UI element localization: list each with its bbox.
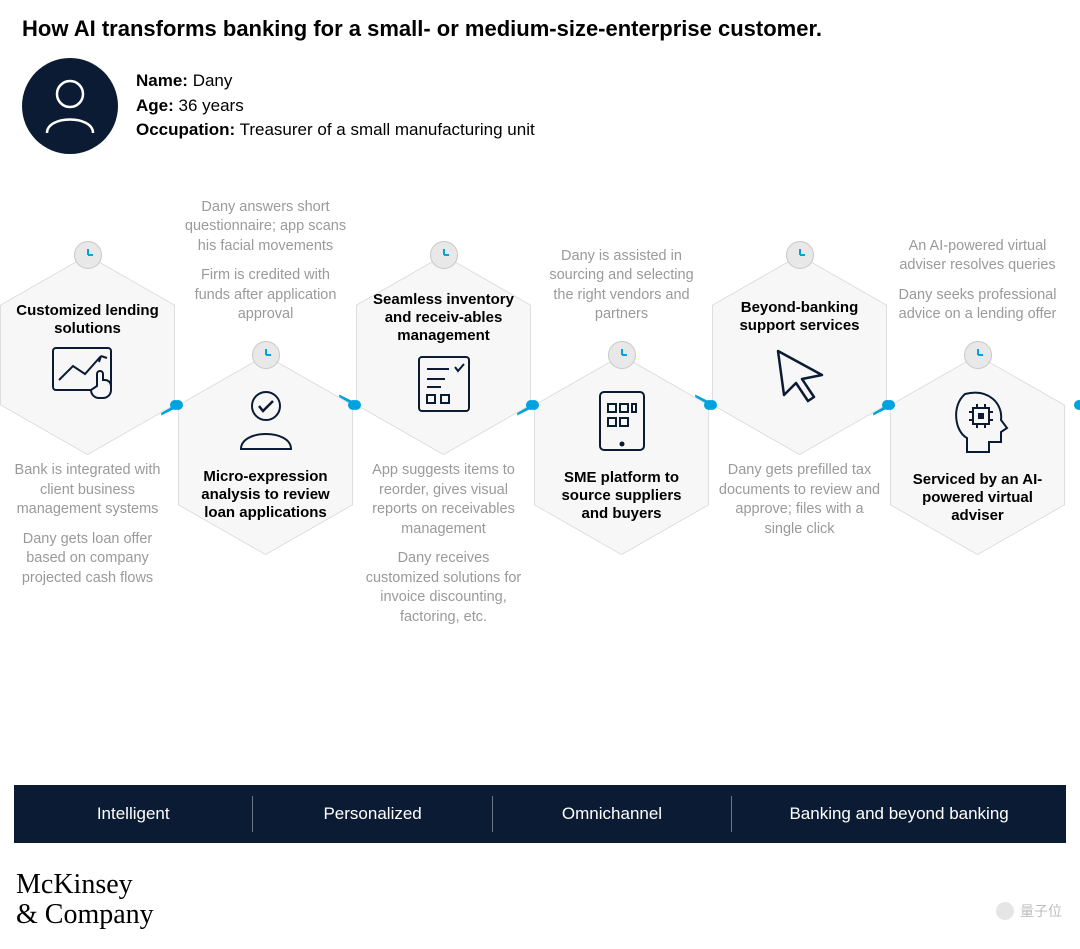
hex-desc: App suggests items to reorder, gives vis… [361, 461, 526, 638]
hex-4: Beyond-banking support services [712, 255, 887, 455]
chart-touch-icon [51, 346, 125, 409]
hex-title: SME platform to source suppliers and buy… [548, 469, 695, 523]
clock-icon [786, 241, 814, 269]
footer-intelligent: Intelligent [14, 804, 252, 824]
hex-1: Micro-expression analysis to review loan… [178, 355, 353, 555]
footer-omnichannel: Omnichannel [493, 804, 731, 824]
hex-desc: Dany gets prefilled tax documents to rev… [717, 461, 882, 549]
hex-title: Customized lending solutions [14, 302, 161, 338]
connector-dot [173, 400, 183, 410]
clock-icon [252, 341, 280, 369]
mckinsey-logo: McKinsey & Company [16, 870, 154, 929]
footer-personalized: Personalized [253, 804, 491, 824]
connector-dot [885, 400, 895, 410]
page-title: How AI transforms banking for a small- o… [0, 0, 1080, 42]
hex-0: Customized lending solutions [0, 255, 175, 455]
hex-title: Seamless inventory and receiv-ables mana… [370, 291, 517, 345]
hex-3: SME platform to source suppliers and buy… [534, 355, 709, 555]
clock-icon [430, 241, 458, 269]
tablet-grid-icon [596, 388, 648, 459]
clock-icon [608, 341, 636, 369]
user-check-icon [235, 389, 297, 458]
hex-desc: An AI-powered virtual adviser resolves q… [895, 237, 1060, 335]
hex-title: Micro-expression analysis to review loan… [192, 468, 339, 522]
footer-beyond: Banking and beyond banking [732, 804, 1066, 824]
connector-dot [707, 400, 717, 410]
connector-dot [351, 400, 361, 410]
hex-title: Beyond-banking support services [726, 299, 873, 335]
ai-head-icon [945, 386, 1011, 461]
hex-desc: Dany is assisted in sourcing and selecti… [539, 247, 704, 335]
hex-title: Serviced by an AI-powered virtual advise… [904, 471, 1051, 525]
connector-dot [529, 400, 539, 410]
watermark: 量子位 [996, 901, 1062, 921]
clock-icon [964, 341, 992, 369]
flow-diagram: Customized lending solutions Bank is inte… [0, 160, 1080, 770]
hex-2: Seamless inventory and receiv-ables mana… [356, 255, 531, 455]
hex-5: Serviced by an AI-powered virtual advise… [890, 355, 1065, 555]
connector-dot [1074, 400, 1080, 410]
cursor-icon [768, 343, 832, 412]
clock-icon [74, 241, 102, 269]
persona-block: Name: Dany Age: 36 years Occupation: Tre… [0, 42, 1080, 154]
footer-bar: Intelligent Personalized Omnichannel Ban… [14, 785, 1066, 843]
avatar-icon [22, 58, 118, 154]
checklist-icon [415, 353, 473, 420]
hex-desc: Bank is integrated with client business … [5, 461, 170, 598]
persona-text: Name: Dany Age: 36 years Occupation: Tre… [136, 69, 535, 143]
hex-desc: Dany answers short questionnaire; app sc… [183, 198, 348, 335]
